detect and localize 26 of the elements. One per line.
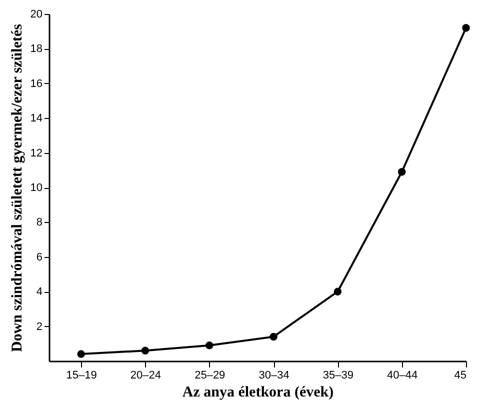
y-tick-label: 8 [36, 216, 42, 229]
x-tick-label: 30–34 [258, 370, 290, 382]
y-tick-label: 16 [30, 78, 42, 90]
y-tick-label: 12 [30, 147, 42, 160]
x-tick-label: 40–44 [387, 370, 418, 382]
x-tick-label: 35–39 [322, 370, 354, 382]
point [270, 332, 278, 341]
y-tick-label: 14 [30, 112, 42, 125]
y-axis-title: Down szindrómával született gyermek/ezer születés [9, 24, 26, 352]
y-tick-label: 6 [36, 251, 42, 264]
point [141, 346, 150, 354]
point [77, 350, 85, 358]
x-tick-label: 20–24 [130, 370, 162, 382]
y-tick-label: 10 [30, 182, 42, 194]
y-tick-label: 4 [36, 286, 42, 298]
x-tick-label: 15–19 [66, 370, 97, 382]
y-tick-label: 18 [30, 43, 42, 56]
point [334, 288, 342, 296]
x-tick-label: 25–29 [194, 370, 226, 382]
point [398, 168, 406, 176]
y-tick-label: 2 [36, 320, 42, 333]
point [462, 24, 470, 32]
x-tick-label: 45 [454, 370, 466, 382]
y-tick-label: 20 [30, 8, 42, 20]
x-axis-title: Az anya életkora (évek) [182, 384, 334, 400]
point [206, 342, 214, 350]
